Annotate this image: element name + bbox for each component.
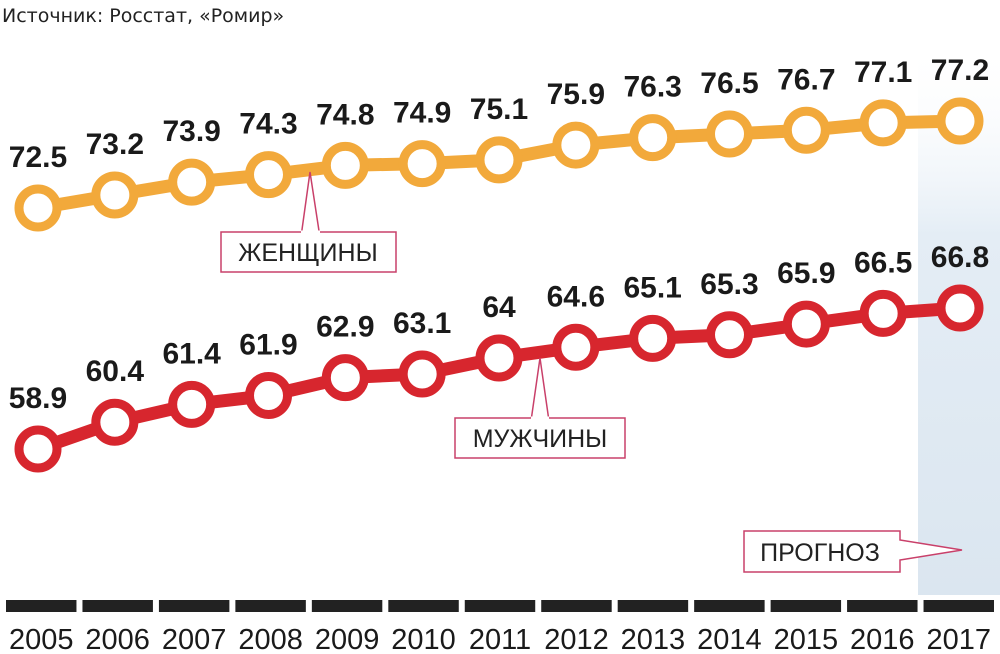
women-point-2013: [629, 114, 677, 162]
axis-segment-2005: [6, 600, 77, 612]
men-value-label-2009: 62.9: [316, 311, 374, 344]
x-tick-label-2015: 2015: [774, 624, 839, 654]
series-points: [14, 97, 984, 473]
callout-women: ЖЕНЩИНЫ: [220, 171, 397, 273]
men-point-2012: [552, 323, 600, 371]
women-value-label-2015: 76.7: [777, 63, 835, 96]
women-point-2015: [782, 106, 830, 154]
men-value-label-2011: 64: [482, 291, 516, 324]
x-tick-label-2012: 2012: [544, 624, 609, 654]
women-point-2009: [321, 141, 369, 189]
men-value-label-2007: 61.4: [162, 337, 221, 370]
callout-men: МУЖЧИНЫ: [454, 357, 626, 459]
women-value-label-2011: 75.1: [470, 93, 528, 126]
x-tick-label-2014: 2014: [697, 624, 762, 654]
men-value-label-2016: 66.5: [854, 246, 912, 279]
women-value-label-2010: 74.9: [393, 97, 451, 130]
legend-women: ЖЕНЩИНЫ: [238, 239, 377, 267]
men-point-2009: [321, 354, 369, 402]
x-tick-label-2017: 2017: [927, 624, 992, 654]
men-point-2010: [398, 350, 446, 398]
women-point-2011: [475, 136, 523, 184]
axis-segment-2012: [541, 600, 612, 612]
men-point-2015: [782, 300, 830, 348]
women-value-label-2009: 74.8: [316, 98, 374, 131]
x-tick-label-2009: 2009: [315, 624, 380, 654]
value-labels: 72.5 73.2 73.9 74.3 74.8 74.9 75.1 75.9 76.3 76.5…: [9, 54, 989, 415]
women-value-label-2013: 76.3: [623, 71, 681, 104]
axis-segment-2014: [694, 600, 765, 612]
men-point-2007: [168, 380, 216, 428]
legend-men: МУЖЧИНЫ: [473, 425, 608, 453]
women-value-label-2017: 77.2: [931, 54, 989, 87]
x-axis: 2005 2006 2007 2008 2009 2010 2011 2012 2013 2014…: [6, 600, 994, 654]
women-value-label-2012: 75.9: [547, 78, 605, 111]
women-point-2010: [398, 140, 446, 188]
men-point-2017: [936, 284, 984, 332]
men-point-2013: [629, 314, 677, 362]
women-point-2006: [91, 171, 139, 219]
callout-forecast: ПРОГНОЗ: [743, 530, 963, 573]
women-value-label-2016: 77.1: [854, 56, 912, 89]
women-point-2007: [168, 158, 216, 206]
axis-segment-2015: [770, 600, 842, 612]
men-value-label-2005: 58.9: [9, 382, 67, 415]
axis-segment-2007: [158, 600, 230, 612]
women-point-2005: [14, 184, 62, 232]
x-tick-label-2011: 2011: [469, 624, 531, 654]
men-value-label-2017: 66.8: [931, 241, 989, 274]
women-value-label-2008: 74.3: [239, 108, 297, 141]
men-value-label-2014: 65.3: [700, 268, 758, 301]
x-tick-label-2005: 2005: [9, 624, 74, 654]
women-value-label-2005: 72.5: [9, 141, 67, 174]
axis-segment-2016: [847, 600, 918, 612]
men-value-label-2006: 60.4: [86, 355, 145, 388]
women-point-2008: [245, 151, 292, 199]
men-value-label-2015: 65.9: [777, 257, 835, 290]
axis-segment-2011: [464, 600, 536, 612]
axis-segment-2008: [235, 600, 306, 612]
x-tick-label-2013: 2013: [621, 624, 686, 654]
axis-segment-2009: [311, 600, 383, 612]
women-point-2017: [936, 97, 984, 145]
men-point-2016: [859, 289, 907, 337]
men-value-label-2010: 63.1: [393, 307, 451, 340]
men-point-2014: [706, 311, 753, 359]
axis-segment-2013: [617, 600, 689, 612]
source-note: Источник: Росстат, «Ромир»: [2, 5, 284, 27]
men-value-label-2012: 64.6: [547, 280, 605, 313]
men-point-2011: [475, 334, 523, 382]
axis-segment-2006: [82, 600, 153, 612]
women-value-label-2006: 73.2: [86, 128, 144, 161]
men-value-label-2013: 65.1: [623, 271, 681, 304]
men-value-label-2008: 61.9: [239, 328, 297, 361]
x-tick-label-2008: 2008: [238, 624, 303, 654]
forecast-label: ПРОГНОЗ: [760, 539, 880, 567]
women-point-2014: [706, 110, 753, 158]
x-tick-label-2010: 2010: [391, 624, 456, 654]
x-tick-label-2006: 2006: [85, 624, 150, 654]
men-point-2005: [14, 425, 62, 473]
women-value-label-2014: 76.5: [700, 67, 758, 100]
axis-segment-2010: [388, 600, 459, 612]
x-tick-label-2007: 2007: [162, 624, 227, 654]
men-point-2006: [91, 398, 139, 446]
women-value-label-2007: 73.9: [162, 115, 220, 148]
women-point-2012: [552, 121, 600, 169]
men-point-2008: [245, 371, 292, 419]
x-tick-label-2016: 2016: [850, 624, 915, 654]
axis-segment-2017: [923, 600, 994, 612]
women-point-2016: [859, 99, 907, 147]
